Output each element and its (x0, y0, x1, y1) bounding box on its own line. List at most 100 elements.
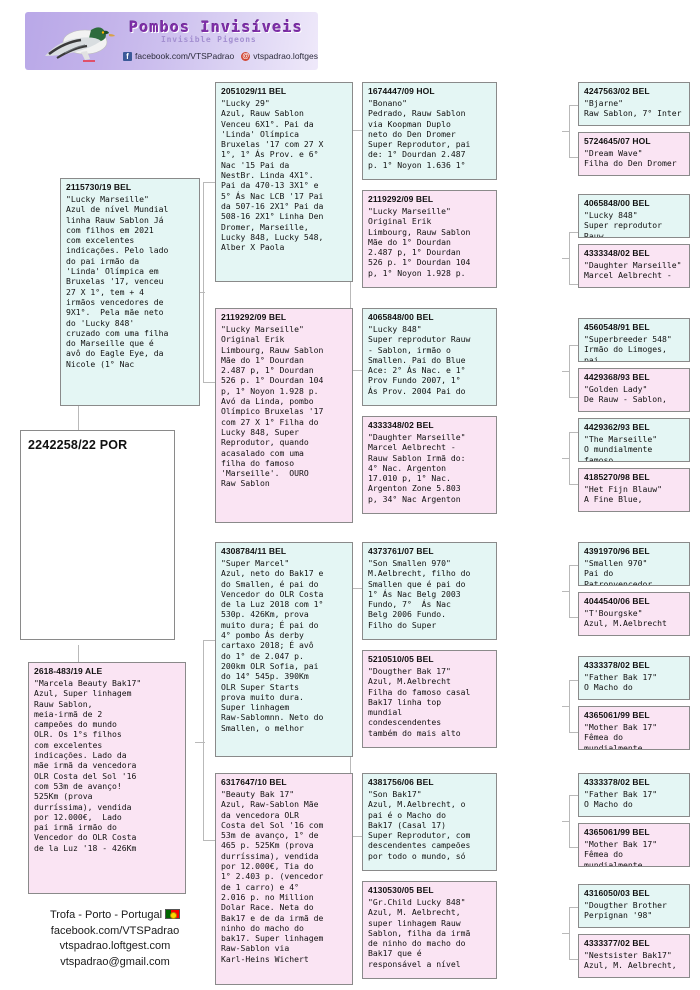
gen2-card-3[interactable]: 4308784/11 BEL "Super Marcel" Azul, neto… (215, 542, 353, 757)
gen4-card-12[interactable]: 4365061/99 BEL "Mother Bak 17" Fêmea do … (578, 706, 690, 750)
ring-number: 2051029/11 BEL (221, 86, 287, 96)
gen4-card-7[interactable]: 4429362/93 BEL "The Marseille" O mundial… (578, 418, 690, 462)
ring-number: 4065848/00 BEL (584, 198, 650, 208)
ring-number: 4247563/02 BEL (584, 86, 650, 96)
banner-website-link[interactable]: vtspadrao.loftgest.com (253, 51, 318, 61)
gen4-card-11[interactable]: 4333378/02 BEL "Father Bak 17" O Macho d… (578, 656, 690, 700)
card-description: "Dream Wave" Filha do Den Dromer (584, 148, 677, 169)
footer: Trofa - Porto - Portugal facebook.com/VT… (20, 908, 210, 970)
card-description: "Beauty Bak 17" Azul, Raw-Sablon Mãe da … (221, 789, 324, 964)
banner-subtitle: Invisible Pigeons (161, 35, 257, 44)
ring-number: 4333378/02 BEL (584, 660, 650, 670)
connector (203, 640, 217, 641)
at-icon: @ (241, 51, 251, 61)
gen4-card-9[interactable]: 4391970/96 BEL "Smallen 970" Pai do Patr… (578, 542, 690, 586)
gen2-card-1[interactable]: 2051029/11 BEL "Lucky 29" Azul, Rauw Sab… (215, 82, 353, 282)
pigeon-photo-icon (45, 27, 115, 62)
footer-facebook[interactable]: facebook.com/VTSPadrao (50, 924, 180, 937)
subject-card[interactable]: 2242258/22 POR (20, 430, 175, 640)
gen4-card-5[interactable]: 4560548/91 BEL "Superbreeder 548" Irmão … (578, 318, 690, 362)
ring-number: 4065848/00 BEL (368, 312, 434, 322)
card-description: "Lucky Marseille" Azul de nível Mundial … (66, 194, 169, 369)
connector (569, 432, 579, 433)
connector (203, 640, 204, 840)
gen3-card-3[interactable]: 4065848/00 BEL "Lucky 848" Super reprodu… (362, 308, 497, 406)
connector (562, 258, 570, 259)
ring-number: 4333378/02 BEL (584, 777, 650, 787)
card-description: "Lucky 29" Azul, Rauw Sablon Venceu 6X1°… (221, 98, 324, 253)
connector (569, 795, 579, 796)
connector (203, 182, 204, 382)
header-banner: Pombos Invisíveis Invisible Pigeons f fa… (25, 12, 318, 70)
gen4-card-3[interactable]: 4065848/00 BEL "Lucky 848" Super reprodu… (578, 194, 690, 238)
ring-number: 4333348/02 BEL (368, 420, 434, 430)
card-description: "Mother Bak 17" Fêmea do mundialmente (584, 839, 658, 867)
ring-number: 5210510/05 BEL (368, 654, 434, 664)
gen2-card-2[interactable]: 2119292/09 BEL "Lucky Marseille" Origina… (215, 308, 353, 523)
ring-number: 2119292/09 BEL (221, 312, 287, 322)
card-description: "Son Bak17" Azul, M.Aelbrecht, o pai é o… (368, 789, 471, 861)
ring-number: 4373761/07 BEL (368, 546, 434, 556)
banner-facebook-link[interactable]: facebook.com/VTSPadrao (135, 51, 235, 61)
ring-number: 4316050/03 BEL (584, 888, 650, 898)
gen4-card-8[interactable]: 4185270/98 BEL "Het Fijn Blauw" A Fine B… (578, 468, 690, 512)
connector (203, 382, 217, 383)
ring-number: 4308784/11 BEL (221, 546, 287, 556)
gen4-card-4[interactable]: 4333348/02 BEL "Daughter Marseille" Marc… (578, 244, 690, 288)
ring-number: 4185270/98 BEL (584, 472, 650, 482)
connector (569, 157, 579, 158)
gen3-card-5[interactable]: 4373761/07 BEL "Son Smallen 970" M.Aelbr… (362, 542, 497, 640)
connector (569, 105, 579, 106)
ring-number: 4130530/05 BEL (368, 885, 434, 895)
footer-website[interactable]: vtspadrao.loftgest.com (59, 940, 171, 952)
card-description: "Bjarne" Raw Sablon, 7° Inter (584, 98, 682, 119)
gen1-card-sire[interactable]: 2115730/19 BEL "Lucky Marseille" Azul de… (60, 178, 200, 406)
gen4-card-15[interactable]: 4316050/03 BEL "Dougther Brother Perpign… (578, 884, 690, 928)
gen1-card-dam[interactable]: 2618-483/19 ALE "Marcela Beauty Bak17" A… (28, 662, 186, 894)
ring-number: 1674447/09 HOL (368, 86, 435, 96)
connector (569, 565, 579, 566)
gen3-card-2[interactable]: 2119292/09 BEL "Lucky Marseille" Origina… (362, 190, 497, 288)
connector (569, 232, 579, 233)
card-description: "Daughter Marseille" Marcel Aelbrecht - … (368, 432, 466, 504)
connector (562, 591, 570, 592)
gen4-card-1[interactable]: 4247563/02 BEL "Bjarne" Raw Sablon, 7° I… (578, 82, 690, 126)
connector (569, 397, 579, 398)
gen3-card-7[interactable]: 4381756/06 BEL "Son Bak17" Azul, M.Aelbr… (362, 773, 497, 871)
connector (203, 182, 217, 183)
gen4-card-6[interactable]: 4429368/93 BEL "Golden Lady" De Rauw - S… (578, 368, 690, 412)
gen4-card-10[interactable]: 4044540/06 BEL "T'Bourgske" Azul, M.Aelb… (578, 592, 690, 636)
gen4-card-13[interactable]: 4333378/02 BEL "Father Bak 17" O Macho d… (578, 773, 690, 817)
card-description: "Superbreeder 548" Irmão do Limoges, pai (584, 334, 672, 362)
connector (569, 847, 579, 848)
card-description: "Het Fijn Blauw" A Fine Blue, (584, 484, 662, 505)
connector (569, 732, 579, 733)
card-description: "Super Marcel" Azul, neto do Bak17 e do … (221, 558, 324, 733)
gen2-card-4[interactable]: 6317647/10 BEL "Beauty Bak 17" Azul, Raw… (215, 773, 353, 985)
ring-number: 4429362/93 BEL (584, 422, 650, 432)
connector (569, 680, 579, 681)
ring-number: 2618-483/19 ALE (34, 666, 103, 676)
gen3-card-6[interactable]: 5210510/05 BEL "Dougther Bak 17" Azul, M… (362, 650, 497, 748)
gen4-card-16[interactable]: 4333377/02 BEL "Nestsister Bak17" Azul, … (578, 934, 690, 978)
card-description: "Golden Lady" De Rauw - Sablon, (584, 384, 667, 405)
subject-ring-number: 2242258/22 POR (28, 438, 128, 452)
card-description: "Son Smallen 970" M.Aelbrecht, filho do … (368, 558, 471, 630)
gen4-card-2[interactable]: 5724645/07 HOL "Dream Wave" Filha do Den… (578, 132, 690, 176)
gen3-card-8[interactable]: 4130530/05 BEL "Gr.Child Lucky 848" Azul… (362, 881, 497, 979)
connector (562, 458, 570, 459)
card-description: "Nestsister Bak17" Azul, M. Aelbrecht, (584, 950, 677, 971)
connector (562, 933, 570, 934)
footer-email[interactable]: vtspadrao@gmail.com (60, 955, 170, 968)
connector (569, 284, 579, 285)
card-description: "Lucky 848" Super reprodutor Rauw (584, 210, 662, 238)
card-description: "Lucky Marseille" Original Erik Limbourg… (368, 206, 471, 278)
gen4-card-14[interactable]: 4365061/99 BEL "Mother Bak 17" Fêmea do … (578, 823, 690, 867)
gen3-card-4[interactable]: 4333348/02 BEL "Daughter Marseille" Marc… (362, 416, 497, 514)
connector (569, 959, 579, 960)
banner-title: Pombos Invisíveis (129, 18, 303, 36)
ring-number: 5724645/07 HOL (584, 136, 651, 146)
gen3-card-1[interactable]: 1674447/09 HOL "Bonano" Pedrado, Rauw Sa… (362, 82, 497, 180)
connector (195, 292, 205, 293)
footer-location-line: Trofa - Porto - Portugal (20, 908, 210, 924)
